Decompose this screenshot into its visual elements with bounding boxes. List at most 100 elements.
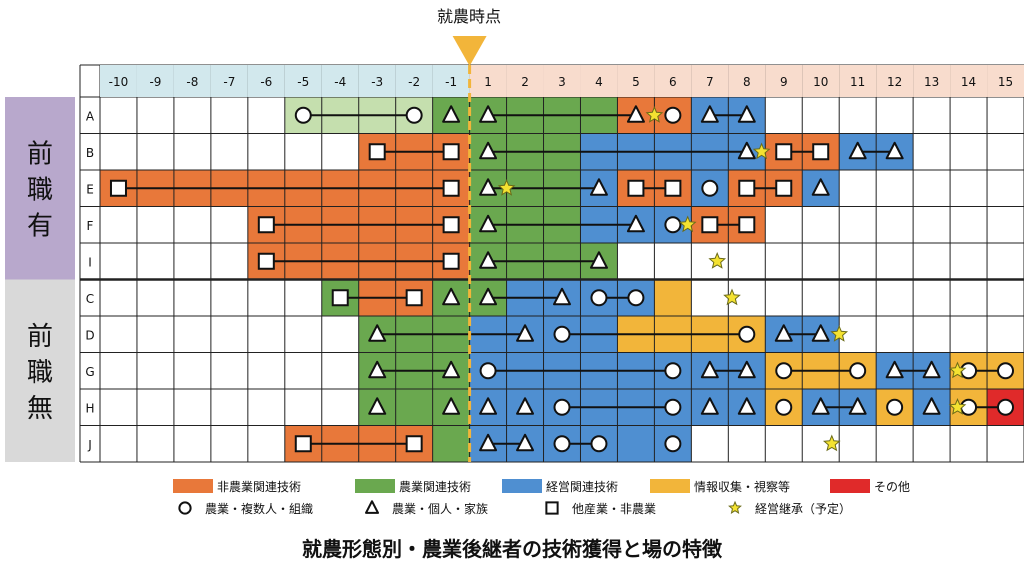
group-label-char: 前	[27, 322, 53, 352]
header-cell-bg	[839, 65, 877, 97]
circle-symbol	[178, 501, 192, 515]
legend-label: 農業・複数人・組織	[205, 501, 313, 516]
triangle-symbol	[811, 324, 830, 342]
circle-symbol	[664, 216, 682, 234]
column-label: 10	[813, 75, 828, 89]
circle-symbol	[479, 362, 497, 380]
triangle-symbol	[589, 251, 608, 269]
connector-lines	[118, 114, 1006, 445]
header-cell-bg	[913, 65, 951, 97]
circle-symbol	[997, 362, 1015, 380]
square-symbol	[775, 143, 793, 161]
legend-swatch	[355, 479, 395, 493]
square-symbol	[627, 179, 645, 197]
header-cell-bg	[654, 65, 692, 97]
legend-swatch	[650, 479, 690, 493]
triangle-symbol	[479, 105, 498, 123]
header-cell-bg	[543, 65, 581, 97]
square-symbol	[442, 143, 460, 161]
column-label: -8	[186, 75, 198, 89]
triangle-symbol	[516, 324, 535, 342]
column-label: 15	[998, 75, 1013, 89]
column-label: 9	[780, 75, 788, 89]
group-label-char: 無	[27, 394, 53, 424]
triangle-symbol	[626, 105, 645, 123]
legend-swatch	[502, 479, 542, 493]
triangle-symbol	[553, 287, 571, 306]
header-cell-bg	[358, 65, 396, 97]
column-header: -10 -9 -8 -7 -6 -5 -4 -3 -2 -1 1 2 3 4 5 6 7 8 9 10 11 12 13 14…	[100, 65, 1024, 97]
circle-symbol	[664, 398, 682, 416]
column-label: 12	[887, 75, 902, 89]
row-label: C	[86, 292, 94, 306]
triangle-symbol	[922, 397, 941, 415]
column-label: -5	[297, 75, 309, 89]
row-label: B	[86, 146, 94, 160]
square-symbol	[701, 216, 719, 234]
triangle-symbol	[516, 397, 535, 415]
chart-title: 就農形態別・農業後継者の技術獲得と場の特徴	[302, 537, 723, 561]
circle-symbol	[294, 106, 312, 124]
circle-symbol	[775, 362, 793, 380]
header-cell-bg	[580, 65, 618, 97]
square-symbol	[812, 143, 830, 161]
triangle-symbol	[811, 397, 830, 415]
header-cell-bg	[617, 65, 655, 97]
triangle-symbol	[479, 178, 498, 196]
square-symbol	[738, 216, 756, 234]
square-symbol	[442, 216, 460, 234]
triangle-symbol	[737, 397, 756, 415]
star-symbol	[678, 215, 697, 233]
triangle-symbol	[737, 105, 756, 123]
header-cell-bg	[469, 65, 507, 97]
group-label-char: 有	[27, 211, 53, 241]
square-symbol	[405, 435, 423, 453]
header-cell-bg	[728, 65, 766, 97]
header-cell-bg	[173, 65, 211, 97]
legend-label: 経営関連技術	[546, 480, 618, 494]
circle-symbol	[960, 398, 978, 416]
header-cell-bg	[136, 65, 174, 97]
header-cell-bg	[765, 65, 803, 97]
circle-symbol	[553, 435, 571, 453]
circle-symbol	[405, 106, 423, 124]
row-label: J	[87, 438, 92, 452]
legend-label: 経営継承（予定）	[755, 501, 851, 516]
square-symbol	[257, 252, 275, 270]
legend-swatch	[830, 479, 870, 493]
header-cell-bg	[987, 65, 1024, 97]
column-label: -10	[109, 75, 129, 89]
triangle-symbol	[442, 397, 461, 415]
star-symbol	[708, 252, 727, 269]
header-cell-bg	[395, 65, 433, 97]
row-label: G	[85, 365, 94, 379]
triangle-symbol	[442, 360, 461, 379]
column-label: -4	[334, 75, 346, 89]
triangle-symbol	[479, 141, 498, 160]
triangle-symbol	[368, 397, 387, 415]
triangle-symbol	[479, 433, 498, 452]
column-label: 11	[850, 75, 865, 89]
triangle-symbol	[479, 251, 498, 269]
circle-symbol	[849, 362, 867, 380]
column-label: 6	[669, 75, 677, 89]
circle-symbol	[553, 398, 571, 416]
triangle-symbol	[589, 178, 608, 196]
column-label: -1	[445, 75, 457, 89]
row-labels: A B E F I C D G H J	[85, 109, 95, 452]
legend-label: 情報収集・視察等	[694, 479, 790, 494]
group-band	[5, 97, 75, 280]
legend-label: 農業・個人・家族	[392, 501, 488, 516]
start-marker: 就農時点	[437, 7, 501, 462]
column-label: 3	[558, 75, 566, 89]
star-symbol	[728, 500, 742, 514]
fill-block	[432, 425, 470, 462]
legend-label: 農業関連技術	[399, 480, 471, 494]
triangle-symbol	[626, 214, 645, 233]
group-band	[5, 279, 75, 462]
header-cell-bg	[950, 65, 988, 97]
legend-label: 他産業・非農業	[572, 501, 656, 516]
triangle-symbol	[442, 287, 461, 306]
